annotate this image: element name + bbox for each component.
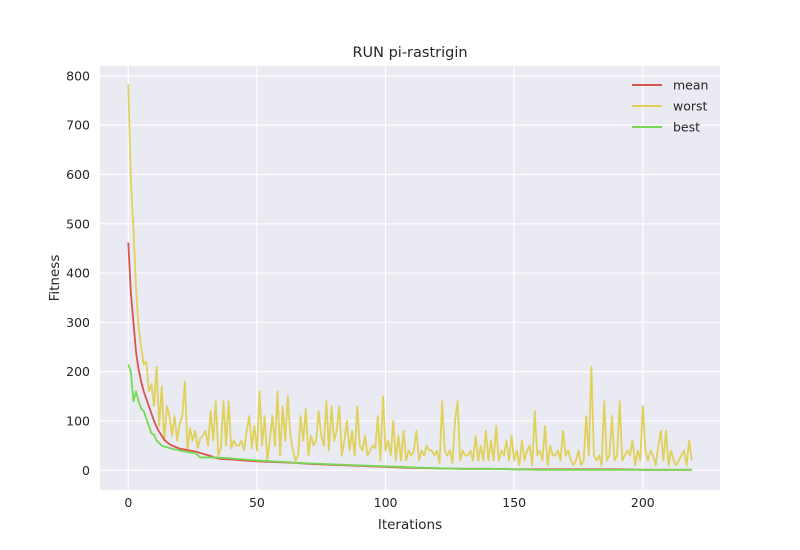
x-tick-label: 100 xyxy=(374,495,398,510)
y-tick-label: 0 xyxy=(82,463,90,478)
x-axis-label: Iterations xyxy=(378,517,442,533)
x-tick-label: 50 xyxy=(249,495,265,510)
y-tick-label: 100 xyxy=(66,413,90,428)
y-tick-label: 400 xyxy=(66,266,90,281)
y-tick-label: 800 xyxy=(66,68,90,83)
grid-lines xyxy=(100,66,720,490)
y-axis-label: Fitness xyxy=(47,255,63,302)
series-line-best xyxy=(127,363,692,471)
legend-label-mean: mean xyxy=(673,78,708,93)
y-tick-label: 200 xyxy=(66,364,90,379)
x-axis-ticks: 0 50 100 150 200 xyxy=(124,495,654,510)
y-tick-label: 600 xyxy=(66,167,90,182)
y-axis-ticks: 0 100 200 300 400 500 600 700 800 xyxy=(66,68,90,477)
series-lines xyxy=(127,84,693,471)
x-tick-label: 150 xyxy=(502,495,526,510)
chart-title: RUN pi-rastrigin xyxy=(352,45,467,61)
series-line-worst xyxy=(127,84,693,467)
legend-label-best: best xyxy=(673,120,700,135)
y-tick-label: 700 xyxy=(66,118,90,133)
legend-label-worst: worst xyxy=(673,99,708,114)
plot-area xyxy=(100,66,720,490)
x-tick-label: 0 xyxy=(124,495,132,510)
y-tick-label: 500 xyxy=(66,216,90,231)
legend: mean worst best xyxy=(632,78,708,135)
x-tick-label: 200 xyxy=(631,495,655,510)
y-tick-label: 300 xyxy=(66,315,90,330)
